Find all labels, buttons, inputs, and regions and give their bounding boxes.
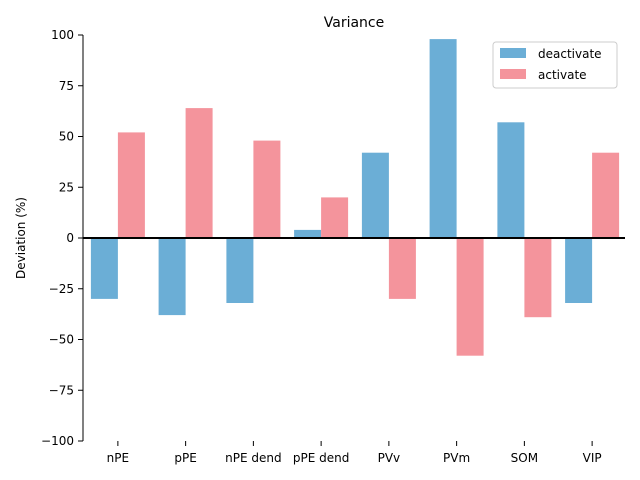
bar-activate-pPE <box>185 108 213 238</box>
bar-activate-PVv <box>388 238 416 299</box>
x-tick-label: nPE dend <box>225 451 281 465</box>
legend-label-activate: activate <box>538 68 587 82</box>
bar-activate-pPE-dend <box>321 197 349 238</box>
y-tick-label: 25 <box>59 180 74 194</box>
bar-deactivate-SOM <box>497 122 525 238</box>
bar-deactivate-PVv <box>361 152 389 238</box>
y-tick-label: −75 <box>49 383 74 397</box>
y-tick-label: −25 <box>49 282 74 296</box>
y-tick-label: −50 <box>49 333 74 347</box>
x-tick-label: nPE <box>107 451 129 465</box>
y-tick-label: 75 <box>59 79 74 93</box>
x-tick-label: VIP <box>583 451 602 465</box>
bar-deactivate-nPE <box>90 238 118 299</box>
y-tick-label: 0 <box>66 231 74 245</box>
legend-swatch-deactivate <box>500 48 526 58</box>
legend: deactivate activate <box>492 41 618 89</box>
y-tick-label: −100 <box>41 434 74 448</box>
bars-group <box>90 39 620 356</box>
bar-activate-nPE <box>117 132 145 238</box>
x-tick-label: pPE <box>174 451 196 465</box>
y-axis-label: Deviation (%) <box>14 197 28 279</box>
bar-deactivate-PVm <box>429 39 457 238</box>
y-ticks: −100 −75 −50 −25 0 25 50 75 100 <box>41 28 83 448</box>
x-tick-label: PVm <box>443 451 470 465</box>
x-tick-label: pPE dend <box>293 451 349 465</box>
bar-activate-nPE-dend <box>253 140 281 238</box>
y-tick-label: 100 <box>51 28 74 42</box>
bar-deactivate-nPE-dend <box>226 238 254 303</box>
legend-label-deactivate: deactivate <box>538 47 602 61</box>
bar-activate-SOM <box>524 238 552 318</box>
chart-title: Variance <box>324 15 384 31</box>
bar-activate-PVm <box>456 238 484 356</box>
x-tick-label: PVv <box>378 451 401 465</box>
bar-deactivate-VIP <box>565 238 593 303</box>
y-tick-label: 50 <box>59 130 74 144</box>
x-ticks: nPE pPE nPE dend pPE dend PVv PVm SOM VIP <box>107 441 602 465</box>
bar-activate-VIP <box>592 152 620 238</box>
legend-swatch-activate <box>500 69 526 79</box>
bar-deactivate-pPE <box>158 238 186 316</box>
bar-deactivate-pPE-dend <box>294 229 322 238</box>
x-tick-label: SOM <box>511 451 538 465</box>
